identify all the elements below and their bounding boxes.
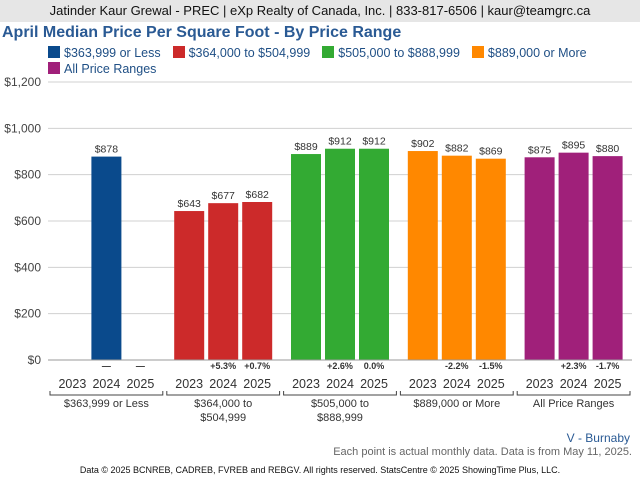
y-tick-label: $800 — [14, 168, 41, 182]
bar — [475, 158, 506, 360]
legend-item: $364,000 to $504,999 — [172, 45, 311, 61]
x-year-label: 2023 — [292, 377, 320, 391]
x-year-label: 2025 — [360, 377, 388, 391]
bar-value-label: $882 — [445, 143, 469, 155]
x-year-label: 2023 — [526, 377, 554, 391]
group-label: $364,000 to — [194, 398, 252, 410]
legend-swatch — [48, 62, 60, 74]
group-bracket — [283, 391, 397, 396]
bar-value-label: $677 — [212, 190, 236, 202]
bar-value-label: $878 — [95, 144, 119, 156]
x-year-label: 2024 — [443, 377, 471, 391]
x-year-label: 2024 — [326, 377, 354, 391]
legend-label: $363,999 or Less — [64, 46, 161, 60]
legend-label: $505,000 to $888,999 — [338, 46, 460, 60]
change-label: — — [102, 361, 111, 371]
bar — [592, 156, 623, 360]
x-year-label: 2024 — [92, 377, 120, 391]
x-year-label: 2023 — [409, 377, 437, 391]
x-year-label: 2023 — [58, 377, 86, 391]
bar — [208, 203, 239, 360]
x-year-label: 2025 — [126, 377, 154, 391]
x-year-label: 2025 — [243, 377, 271, 391]
bar-value-label: $902 — [411, 138, 435, 150]
change-label: +5.3% — [210, 361, 236, 371]
y-tick-label: $600 — [14, 214, 41, 228]
legend-swatch — [48, 46, 60, 58]
x-year-label: 2023 — [175, 377, 203, 391]
change-label: -2.2% — [445, 361, 469, 371]
group-label: $504,999 — [200, 412, 246, 424]
group-bracket — [399, 391, 514, 396]
bar-value-label: $643 — [178, 198, 202, 210]
change-label: +2.6% — [327, 361, 353, 371]
bar-value-label: $880 — [596, 143, 620, 155]
legend-item: $505,000 to $888,999 — [322, 45, 460, 61]
change-label: +2.3% — [561, 361, 587, 371]
x-year-label: 2024 — [560, 377, 588, 391]
y-tick-label: $400 — [14, 260, 41, 274]
change-label: 0.0% — [364, 361, 385, 371]
group-label: All Price Ranges — [533, 398, 615, 410]
bar-value-label: $912 — [362, 136, 386, 148]
bar — [91, 156, 122, 360]
legend-item: $889,000 or More — [471, 45, 587, 61]
x-year-label: 2025 — [477, 377, 505, 391]
bar — [291, 154, 321, 360]
change-label: -1.5% — [479, 361, 503, 371]
y-tick-label: $1,000 — [4, 121, 41, 135]
bar — [242, 202, 273, 360]
group-label: $889,000 or More — [413, 398, 500, 410]
footer-copyright: Data © 2025 BCNREB, CADREB, FVREB and RE… — [79, 465, 561, 475]
area-label: V - Burnaby — [566, 431, 630, 445]
legend-label: All Price Ranges — [64, 62, 157, 76]
y-tick-label: $200 — [14, 307, 41, 321]
chart-title: April Median Price Per Square Foot - By … — [2, 24, 402, 41]
chart-legend: $363,999 or Less $364,000 to $504,999 $505… — [48, 45, 628, 77]
legend-swatch — [471, 46, 484, 58]
bar — [325, 148, 355, 360]
bar-value-label: $869 — [479, 146, 503, 158]
change-label: +0.7% — [244, 361, 270, 371]
header-banner: Jatinder Kaur Grewal - PREC | eXp Realty… — [0, 0, 640, 22]
group-bracket — [516, 391, 631, 396]
group-label: $363,999 or Less — [64, 398, 150, 410]
bar-value-label: $875 — [528, 144, 552, 156]
change-label: — — [136, 361, 145, 371]
bar — [407, 151, 438, 360]
bar-value-label: $889 — [294, 141, 318, 153]
bar — [524, 157, 555, 360]
x-year-label: 2025 — [594, 377, 622, 391]
bar — [359, 148, 389, 360]
bar-value-label: $912 — [328, 136, 352, 148]
bar-value-label: $682 — [246, 189, 270, 201]
y-tick-label: $0 — [28, 353, 42, 367]
bar-value-label: $895 — [562, 140, 586, 152]
legend-item: All Price Ranges — [48, 61, 156, 77]
data-note: Each point is actual monthly data. Data … — [333, 446, 632, 458]
bar — [441, 155, 472, 360]
legend-swatch — [172, 46, 185, 58]
legend-swatch — [322, 46, 335, 58]
legend-item: $363,999 or Less — [48, 45, 161, 61]
legend-label: $889,000 or More — [487, 46, 587, 60]
bar — [558, 152, 589, 360]
bar — [174, 211, 205, 360]
x-year-label: 2024 — [209, 377, 237, 391]
group-label: $505,000 to — [311, 398, 369, 410]
legend-label: $364,000 to $504,999 — [188, 46, 311, 60]
group-bracket — [49, 391, 164, 396]
change-label: -1.7% — [596, 361, 620, 371]
group-label: $888,999 — [317, 412, 363, 424]
y-tick-label: $1,200 — [4, 75, 41, 89]
group-bracket — [166, 391, 281, 396]
